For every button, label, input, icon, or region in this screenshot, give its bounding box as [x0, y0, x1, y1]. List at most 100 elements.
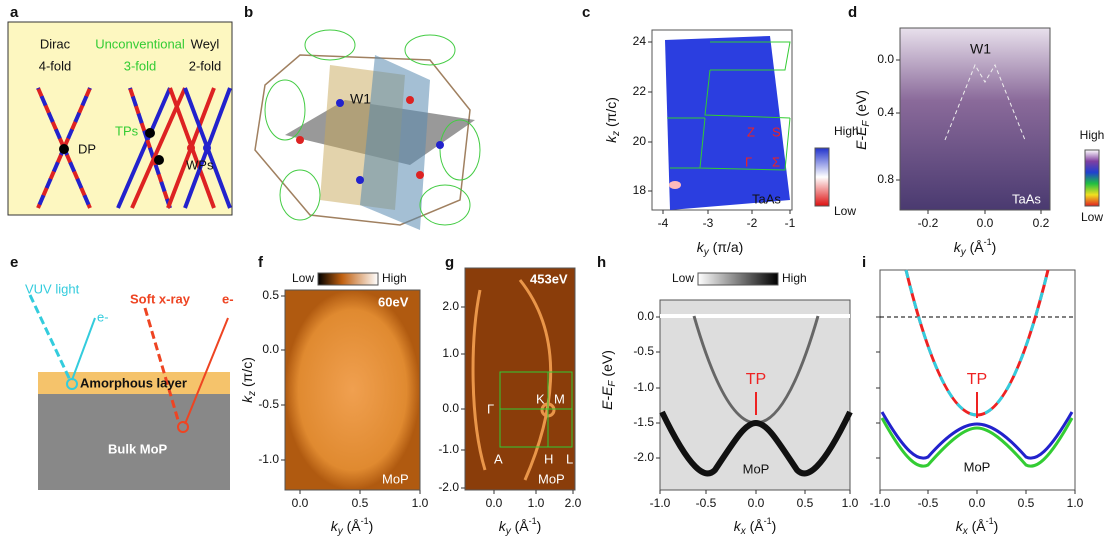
text: Σ — [772, 154, 780, 169]
x-tick-label: 0.2 — [1033, 216, 1050, 230]
x-tick-label: 1.0 — [1067, 496, 1084, 510]
text: Γ — [487, 401, 494, 416]
text: e- — [97, 309, 109, 324]
text: MoP — [382, 471, 409, 486]
text: K — [536, 391, 545, 406]
x-tick-label: 1.0 — [528, 496, 545, 510]
axis-title-part: E-E — [853, 126, 869, 150]
panel-label: g — [445, 254, 454, 271]
text: TaAs — [752, 191, 781, 206]
x-tick-label: -2 — [747, 216, 758, 230]
y-tick-label: -1.0 — [438, 442, 459, 456]
x-tick-label: 2.0 — [565, 496, 582, 510]
text: TP — [746, 371, 766, 388]
y-tick-label: -0.5 — [633, 344, 654, 358]
point — [59, 144, 69, 154]
colorbar — [815, 148, 829, 206]
colorbar-label: Low — [672, 271, 694, 285]
axis-title-part: -1 — [986, 516, 994, 526]
axis-title: kx (Å-1) — [734, 516, 777, 536]
y-tick-label: 1.0 — [442, 346, 459, 360]
hot-spot — [669, 181, 681, 189]
axis-title: ky (Å-1) — [954, 237, 997, 257]
x-tick-label: 0.0 — [748, 496, 765, 510]
axis-title-part: (Å — [343, 518, 362, 534]
text: S — [772, 124, 781, 139]
y-tick-label: 22 — [633, 84, 647, 98]
text: Weyl — [191, 36, 220, 51]
panel-label: f — [258, 254, 264, 271]
axis-title: kz (π/c) — [239, 357, 258, 403]
text: DP — [78, 141, 96, 156]
colorbar-label: Low — [1081, 210, 1103, 224]
axis-title-part: (Å — [966, 239, 985, 255]
panel-label: b — [244, 4, 253, 21]
x-tick-label: 0.5 — [352, 496, 369, 510]
text: TaAs — [1012, 191, 1041, 206]
axis-title: E-EF (eV) — [853, 90, 872, 150]
panel-label: a — [10, 4, 19, 21]
text: A — [494, 451, 503, 466]
figure: a Dirac 4-fold Unconventional 3-fold Wey… — [0, 0, 1118, 540]
point — [145, 128, 155, 138]
text: VUV light — [25, 281, 80, 296]
x-tick-label: 0.0 — [292, 496, 309, 510]
text: M — [554, 391, 565, 406]
axis-title-part: E-E — [599, 386, 615, 410]
text: e- — [222, 291, 234, 306]
y-tick-label: 0.0 — [637, 309, 654, 323]
axis-title-part: -1 — [764, 516, 772, 526]
y-tick-label: -2.0 — [633, 450, 654, 464]
text: Soft x-ray — [130, 291, 191, 306]
y-tick-label: 24 — [633, 34, 647, 48]
text: Unconventional — [95, 36, 185, 51]
text: MoP — [743, 461, 770, 476]
point — [154, 155, 164, 165]
text: W1 — [350, 91, 371, 107]
panel-label: e — [10, 254, 18, 271]
x-tick-label: 0.0 — [486, 496, 503, 510]
axis-title-part: (π/a) — [709, 239, 744, 255]
colorbar-label: High — [382, 271, 407, 285]
axis-title: ky (π/a) — [697, 239, 744, 258]
x-tick-label: 0.0 — [977, 216, 994, 230]
x-tick-label: 1.0 — [412, 496, 429, 510]
y-tick-label: 0.5 — [262, 288, 279, 302]
text: Amorphous layer — [80, 375, 187, 390]
panel-label: i — [862, 254, 866, 271]
axis-title-part: (Å — [968, 518, 987, 534]
panel-label: h — [597, 254, 606, 271]
y-tick-label: 2.0 — [442, 299, 459, 313]
arpes-map — [285, 290, 420, 490]
text: H — [544, 451, 553, 466]
text: 60eV — [378, 294, 409, 309]
text: TP — [967, 371, 987, 388]
axis-title-part: ) — [994, 518, 999, 534]
axis-title-part: ) — [369, 518, 374, 534]
colorbar — [318, 273, 378, 285]
axis-title: kz (π/c) — [603, 97, 622, 143]
axis-title-part: ) — [772, 518, 777, 534]
x-tick-label: -3 — [703, 216, 714, 230]
text: WPs — [186, 157, 214, 172]
text: 2-fold — [189, 58, 222, 73]
axis-title-part: ) — [537, 518, 542, 534]
axis-title: E-EF (eV) — [599, 350, 618, 410]
x-tick-label: -0.5 — [918, 496, 939, 510]
y-tick-label: -0.5 — [258, 397, 279, 411]
y-tick-label: -2.0 — [438, 480, 459, 494]
text: Z — [747, 124, 755, 139]
axis-title-part: (Å — [511, 518, 530, 534]
axis-title: ky (Å-1) — [331, 516, 374, 536]
text: Dirac — [40, 36, 71, 51]
y-tick-label: 0.8 — [877, 172, 894, 186]
axis-title-part: -1 — [361, 516, 369, 526]
y-tick-label: 0.4 — [877, 105, 894, 119]
x-tick-label: 0.5 — [797, 496, 814, 510]
text: 453eV — [530, 271, 568, 286]
axis-title-part: -1 — [529, 516, 537, 526]
axis-title-part: -1 — [984, 237, 992, 247]
panel-label: d — [848, 4, 857, 21]
colorbar — [1085, 150, 1099, 206]
text: W1 — [970, 41, 991, 57]
